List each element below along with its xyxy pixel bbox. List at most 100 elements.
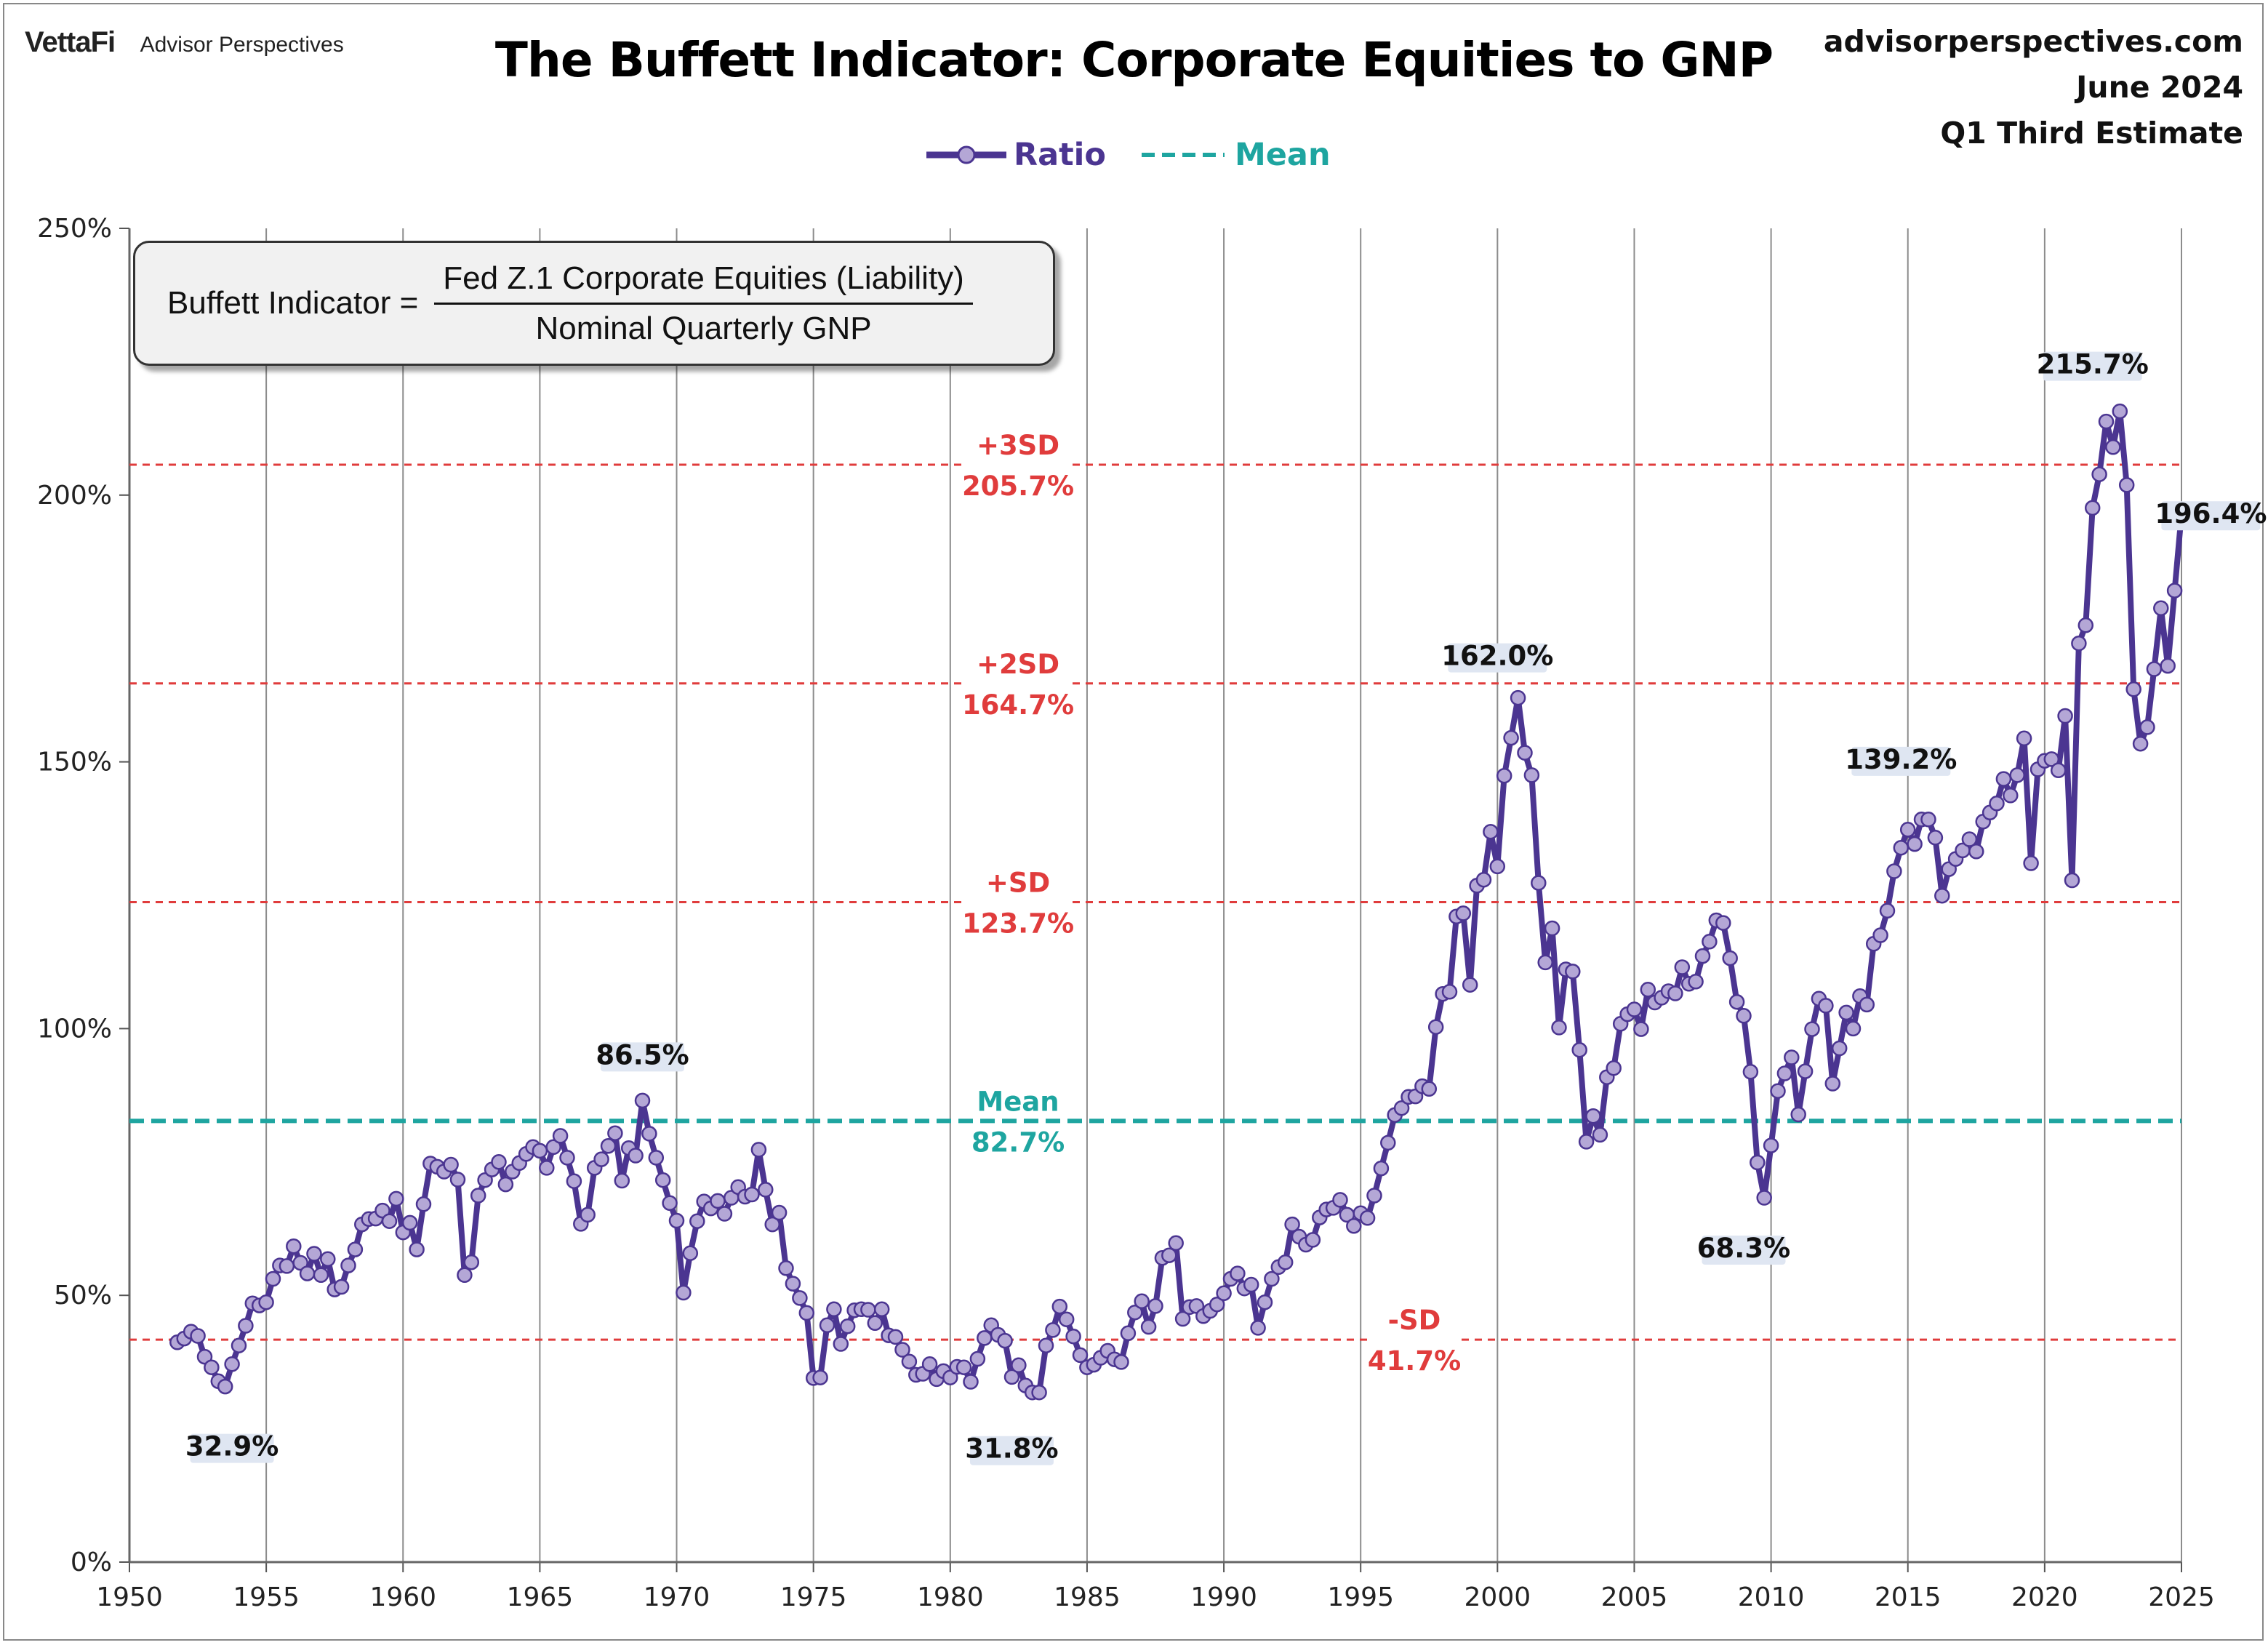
ratio-point [867, 1315, 883, 1332]
ratio-point [388, 1190, 404, 1207]
ratio-point [716, 1206, 733, 1222]
ratio-point [744, 1186, 760, 1203]
y-tick-label: 150% [37, 748, 112, 777]
ratio-point [1284, 1216, 1300, 1233]
ratio-point [2057, 708, 2073, 724]
ratio-point [566, 1173, 582, 1189]
source-estimate: Q1 Third Estimate [1940, 116, 2243, 151]
ratio-point [1989, 796, 2005, 812]
ratio-point [374, 1202, 390, 1219]
ratio-point [1216, 1285, 1232, 1302]
ratio-point [894, 1342, 910, 1358]
annotation-bg [2043, 351, 2142, 381]
ratio-point [1770, 1083, 1786, 1099]
ratio-point [1421, 1081, 1438, 1097]
ratio-point [333, 1278, 350, 1295]
ratio-point [217, 1378, 233, 1395]
annotation-bg [1702, 1235, 1786, 1265]
ratio-point [634, 1092, 651, 1109]
ratio-point [1633, 1021, 1649, 1037]
ratio-point [2016, 730, 2032, 747]
brand-logo: VettaFi Advisor Perspectives [25, 26, 344, 59]
x-tick-label: 2010 [1738, 1582, 1805, 1612]
ratio-point [313, 1267, 329, 1284]
ratio-point [1886, 863, 1902, 879]
ratio-point [593, 1151, 609, 1167]
ratio-point [654, 1172, 671, 1188]
ratio-point [955, 1359, 972, 1375]
ratio-point [792, 1290, 808, 1306]
ratio-point [415, 1196, 432, 1212]
ratio-point [470, 1188, 486, 1204]
ratio-point [1879, 902, 1896, 919]
ratio-point [1277, 1254, 1294, 1270]
x-tick-label: 1975 [780, 1582, 847, 1612]
ratio-point [1366, 1188, 1382, 1204]
ratio-point [532, 1142, 548, 1159]
ratio-point [1359, 1210, 1376, 1226]
ratio-point [2160, 657, 2176, 674]
ratio-point [1038, 1337, 1054, 1353]
ratio-point [1927, 830, 1944, 846]
x-tick-label: 1955 [233, 1582, 300, 1612]
ratio-point [2077, 617, 2094, 633]
source-date: June 2024 [2076, 70, 2243, 105]
ratio-point [1305, 1232, 1321, 1248]
ratio-point [1722, 950, 1738, 966]
ratio-point [1838, 1004, 1854, 1021]
ratio-point [340, 1257, 356, 1273]
ratio-point [1537, 954, 1553, 971]
ratio-point [839, 1318, 856, 1334]
ratio-point [1003, 1369, 1020, 1385]
ratio-point [2043, 751, 2060, 767]
ratio-point [491, 1154, 507, 1170]
ratio-point [545, 1139, 561, 1156]
ratio-point [2098, 413, 2115, 430]
ratio-point [921, 1356, 938, 1372]
ratio-point [1831, 1040, 1848, 1057]
ratio-point [1373, 1160, 1390, 1177]
ratio-point [224, 1356, 240, 1372]
y-tick-label: 100% [37, 1014, 112, 1044]
ratio-point [1893, 839, 1910, 856]
ratio-point [628, 1148, 644, 1164]
ratio-point [1462, 977, 1478, 993]
ratio-point [258, 1294, 274, 1310]
ratio-point [1742, 1064, 1759, 1080]
ratio-point [449, 1172, 466, 1188]
legend-mean-label: Mean [1234, 137, 1331, 173]
ratio-point [1427, 1019, 1444, 1035]
ratio-point [443, 1156, 459, 1173]
ratio-point [552, 1128, 569, 1144]
annotation-bg [969, 1436, 1054, 1465]
ratio-point [901, 1353, 918, 1369]
y-tick-label: 200% [37, 481, 112, 511]
ratio-point [2112, 403, 2128, 420]
ratio-point [477, 1172, 493, 1188]
annotation-label: 196.4% [2155, 498, 2267, 529]
ratio-point [682, 1245, 699, 1261]
ratio-point [1127, 1304, 1143, 1321]
ratio-point [1531, 875, 1547, 891]
ratio-point [1510, 689, 1526, 706]
ratio-point [2064, 872, 2080, 889]
ratio-point [204, 1359, 220, 1375]
ratio-point [997, 1332, 1013, 1349]
ratio-point [306, 1246, 322, 1262]
annotation-label: 32.9% [185, 1431, 279, 1462]
source-site: advisorperspectives.com [1823, 24, 2243, 59]
ratio-point [764, 1216, 780, 1233]
ratio-point [1995, 771, 2012, 787]
annotation-label: 68.3% [1697, 1233, 1790, 1264]
annotation-label: 31.8% [965, 1433, 1058, 1465]
ratio-point [1174, 1310, 1191, 1327]
ratio-point [1346, 1218, 1362, 1234]
formula-lhs: Buffett Indicator = [167, 285, 419, 321]
ratio-point [2132, 735, 2149, 752]
ratio-point [299, 1265, 316, 1281]
ref-line-label: +SD [986, 868, 1050, 899]
ratio-point [1496, 767, 1512, 784]
ratio-point [1147, 1298, 1163, 1314]
ref-line-value: 205.7% [962, 471, 1074, 502]
ratio-point [1585, 1108, 1601, 1124]
